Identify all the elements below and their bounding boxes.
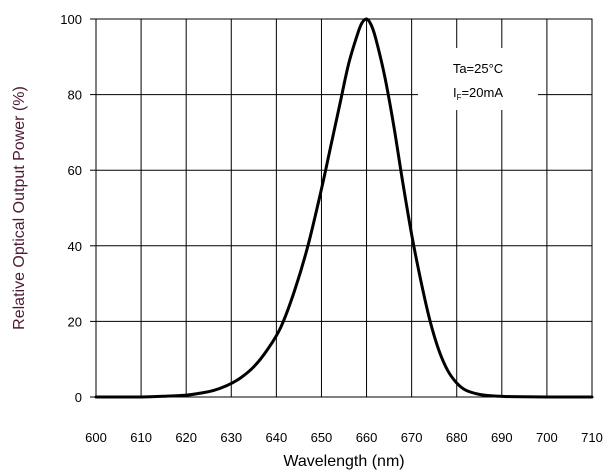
x-tick-label-650: 650 (311, 430, 333, 445)
y-tick-label-40: 40 (68, 239, 82, 254)
x-tick-label-690: 690 (491, 430, 513, 445)
x-tick-label-640: 640 (266, 430, 288, 445)
x-tick-label-600: 600 (85, 430, 107, 445)
x-tick-label-620: 620 (175, 430, 197, 445)
x-tick-labels: 600 610 620 630 640 650 660 670 680 690 700 710 (85, 430, 603, 445)
y-tick-label-60: 60 (68, 163, 82, 178)
y-tick-label-0: 0 (75, 390, 82, 405)
y-tick-labels: 0 20 40 60 80 100 (60, 12, 96, 405)
x-axis-title: Wavelength (nm) (283, 453, 404, 470)
x-tick-label-700: 700 (536, 430, 558, 445)
condition-box: Ta=25°C IF=20mA (418, 48, 538, 110)
x-tick-label-670: 670 (401, 430, 423, 445)
y-axis-title: Relative Optical Output Power (%) (11, 86, 28, 330)
current-annotation: IF=20mA (453, 85, 503, 102)
y-tick-label-100: 100 (60, 12, 82, 27)
current-annotation-subscript: F (457, 93, 462, 102)
x-tick-label-710: 710 (581, 430, 603, 445)
temperature-annotation: Ta=25°C (453, 61, 503, 76)
spectrum-curve (94, 17, 594, 399)
current-annotation-value: =20mA (461, 85, 503, 100)
x-tick-label-660: 660 (356, 430, 378, 445)
y-tick-label-20: 20 (68, 314, 82, 329)
x-tick-label-610: 610 (130, 430, 152, 445)
current-annotation-symbol: I (453, 85, 457, 100)
plot-frame (95, 18, 593, 398)
x-tick-label-630: 630 (220, 430, 242, 445)
y-tick-label-80: 80 (68, 88, 82, 103)
x-tick-label-680: 680 (446, 430, 468, 445)
condition-box-background (418, 48, 538, 110)
